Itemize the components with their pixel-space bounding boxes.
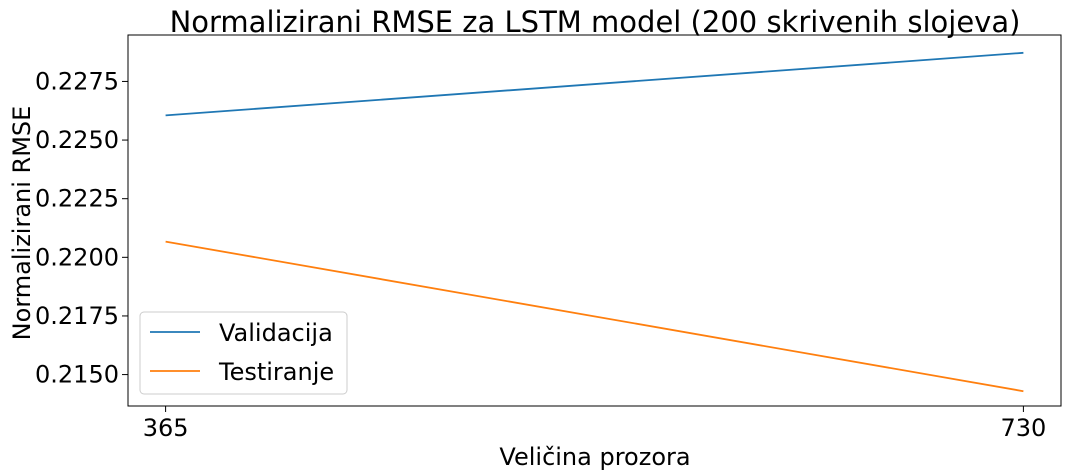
y-axis-label: Normalizirani RMSE bbox=[8, 106, 36, 341]
y-tick-label: 0.2175 bbox=[35, 302, 119, 330]
plot-frame bbox=[127, 34, 1062, 407]
y-tick-label: 0.2250 bbox=[35, 126, 119, 154]
legend: Validacija Testiranje bbox=[139, 311, 348, 395]
series-layer bbox=[165, 51, 1024, 393]
x-tick-label: 365 bbox=[143, 414, 189, 442]
y-tick-label: 0.2275 bbox=[35, 67, 119, 95]
y-tick-label: 0.2225 bbox=[35, 185, 119, 213]
legend-label-1: Validacija bbox=[219, 319, 333, 347]
series-line-1 bbox=[165, 51, 1024, 117]
x-axis-label: Veličina prozora bbox=[499, 443, 690, 471]
ticks-layer: 0.2150 0.2175 0.2200 0.2225 0.2250 0.2275 365 7… bbox=[35, 67, 1046, 442]
legend-label-2: Testiranje bbox=[218, 358, 334, 386]
y-tick-label: 0.2200 bbox=[35, 243, 119, 271]
x-tick-label: 730 bbox=[1000, 414, 1046, 442]
chart-title: Normalizirani RMSE za LSTM model (200 sk… bbox=[170, 5, 1021, 39]
series-line-2 bbox=[165, 240, 1024, 393]
y-tick-label: 0.2150 bbox=[35, 361, 119, 389]
